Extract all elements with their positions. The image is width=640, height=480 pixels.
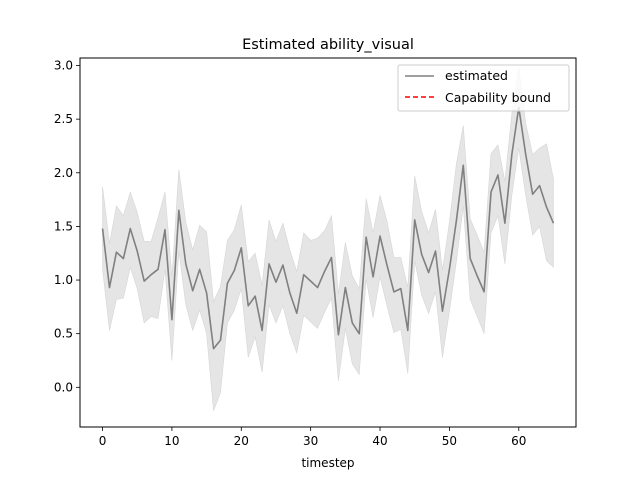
y-axis: 0.0 0.5 1.0 1.5 2.0 2.5 3.0: [54, 59, 80, 394]
x-axis: 0 10 20 30 40 50 60: [99, 427, 526, 448]
series-line-estimated: [101, 106, 555, 350]
x-axis-label: timestep: [301, 456, 354, 470]
y-tick-label: 3.0: [54, 59, 73, 73]
x-tick-label: 50: [442, 434, 457, 448]
legend-box: [397, 64, 570, 112]
y-tick-label: 1.5: [54, 219, 73, 233]
x-tick-label: 60: [511, 434, 526, 448]
y-tick-label: 1.0: [54, 273, 73, 287]
x-tick-label: 30: [303, 434, 318, 448]
y-tick-label: 2.0: [54, 166, 73, 180]
x-tick-label: 0: [99, 434, 107, 448]
legend: estimated Capability bound: [397, 64, 570, 112]
x-tick-label: 40: [372, 434, 387, 448]
x-tick-label: 10: [164, 434, 179, 448]
chart-title: Estimated ability_visual: [242, 37, 414, 53]
legend-label-estimated: estimated: [445, 68, 508, 83]
series-line-layer: [101, 106, 555, 350]
y-tick-label: 2.5: [54, 112, 73, 126]
confidence-band-layer: [102, 66, 554, 412]
x-tick-label: 20: [234, 434, 249, 448]
y-tick-label: 0.5: [54, 327, 73, 341]
confidence-band: [102, 66, 554, 412]
plot-frame: [79, 57, 577, 428]
y-tick-label: 0.0: [54, 380, 73, 394]
legend-label-capability-bound: Capability bound: [445, 90, 551, 105]
